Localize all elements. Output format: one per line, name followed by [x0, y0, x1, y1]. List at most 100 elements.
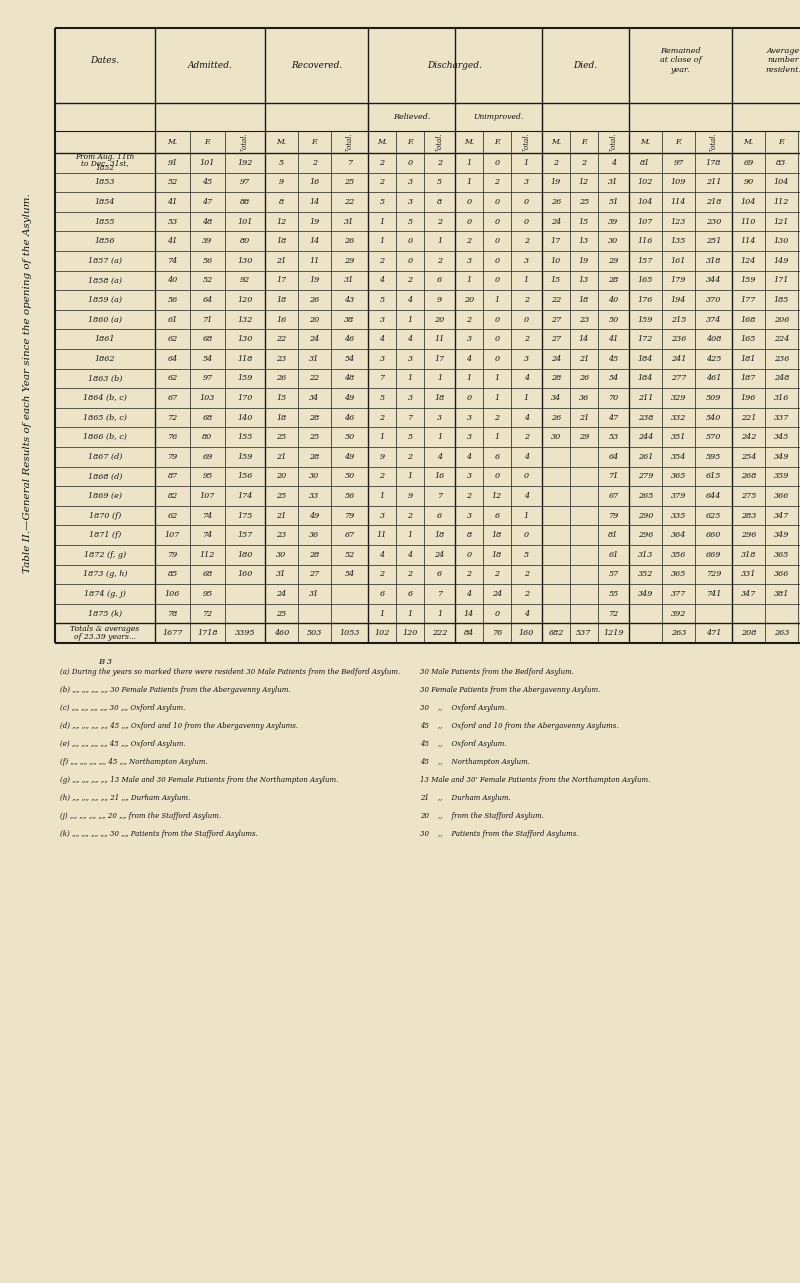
Text: 30    ,,    Patients from the Stafford Asylums.: 30 ,, Patients from the Stafford Asylums… — [420, 830, 578, 838]
Text: 24: 24 — [310, 335, 320, 343]
Text: 3: 3 — [466, 257, 471, 264]
Text: 4: 4 — [379, 550, 385, 559]
Text: F.: F. — [675, 139, 682, 146]
Text: 15: 15 — [551, 276, 561, 285]
Text: 161: 161 — [671, 257, 686, 264]
Text: 356: 356 — [671, 550, 686, 559]
Text: 1868 (d): 1868 (d) — [88, 472, 122, 480]
Text: 25: 25 — [276, 609, 286, 617]
Text: 9: 9 — [379, 453, 385, 461]
Text: 4: 4 — [407, 335, 413, 343]
Text: 177: 177 — [741, 296, 756, 304]
Text: 1867 (d): 1867 (d) — [88, 453, 122, 461]
Text: 180: 180 — [238, 550, 253, 559]
Text: 0: 0 — [524, 531, 529, 539]
Text: 72: 72 — [202, 609, 213, 617]
Text: 64: 64 — [202, 296, 213, 304]
Text: 1: 1 — [524, 159, 529, 167]
Text: 18: 18 — [579, 296, 589, 304]
Text: 1: 1 — [379, 237, 385, 245]
Text: 62: 62 — [167, 375, 178, 382]
Text: 2: 2 — [524, 335, 529, 343]
Text: 16: 16 — [310, 178, 320, 186]
Text: 2: 2 — [554, 159, 558, 167]
Text: 3: 3 — [466, 335, 471, 343]
Text: 331: 331 — [741, 571, 756, 579]
Text: 30: 30 — [310, 472, 320, 480]
Text: 377: 377 — [671, 590, 686, 598]
Text: 4: 4 — [466, 453, 471, 461]
Text: 28: 28 — [310, 413, 320, 422]
Text: 97: 97 — [202, 375, 213, 382]
Text: 14: 14 — [464, 609, 474, 617]
Text: (j) „„ „„ „„ „„ 20 „„ from the Stafford Asylum.: (j) „„ „„ „„ „„ 20 „„ from the Stafford … — [60, 812, 221, 820]
Text: F.: F. — [204, 139, 210, 146]
Text: 13 Male and 30’ Female Patients from the Northampton Asylum.: 13 Male and 30’ Female Patients from the… — [420, 776, 650, 784]
Text: 97: 97 — [240, 178, 250, 186]
Text: 1: 1 — [437, 609, 442, 617]
Text: 18: 18 — [434, 394, 445, 402]
Text: 22: 22 — [344, 198, 354, 207]
Text: 34: 34 — [310, 394, 320, 402]
Text: 101: 101 — [200, 159, 215, 167]
Text: F.: F. — [494, 139, 500, 146]
Text: 3: 3 — [407, 355, 413, 363]
Text: ᵀotal.: ᵀotal. — [435, 132, 443, 151]
Text: 2: 2 — [379, 413, 385, 422]
Text: 3: 3 — [524, 257, 529, 264]
Text: 68: 68 — [202, 571, 213, 579]
Text: 10: 10 — [551, 257, 561, 264]
Text: 1: 1 — [466, 159, 471, 167]
Text: 80: 80 — [240, 237, 250, 245]
Text: 374: 374 — [706, 316, 721, 323]
Text: 349: 349 — [774, 531, 789, 539]
Text: 8: 8 — [279, 198, 284, 207]
Text: 365: 365 — [671, 571, 686, 579]
Text: 81: 81 — [608, 531, 618, 539]
Text: 88: 88 — [240, 198, 250, 207]
Text: 1: 1 — [379, 491, 385, 500]
Text: 70: 70 — [608, 394, 618, 402]
Text: 95: 95 — [202, 472, 213, 480]
Text: 2: 2 — [407, 512, 413, 520]
Text: 51: 51 — [608, 198, 618, 207]
Text: 329: 329 — [671, 394, 686, 402]
Text: 337: 337 — [774, 413, 789, 422]
Text: 6: 6 — [407, 590, 413, 598]
Text: 104: 104 — [774, 178, 789, 186]
Text: 18: 18 — [276, 413, 286, 422]
Text: 109: 109 — [671, 178, 686, 186]
Text: 81: 81 — [640, 159, 650, 167]
Text: 1: 1 — [466, 276, 471, 285]
Text: 1863 (b): 1863 (b) — [88, 375, 122, 382]
Text: 2: 2 — [312, 159, 317, 167]
Text: 54: 54 — [344, 355, 354, 363]
Text: 660: 660 — [706, 531, 721, 539]
Text: 45    ,,    Northampton Asylum.: 45 ,, Northampton Asylum. — [420, 758, 530, 766]
Text: 6: 6 — [437, 276, 442, 285]
Text: 211: 211 — [706, 178, 721, 186]
Text: 184: 184 — [638, 355, 653, 363]
Text: 82: 82 — [167, 491, 178, 500]
Text: 25: 25 — [276, 434, 286, 441]
Text: 92: 92 — [240, 276, 250, 285]
Text: 345: 345 — [774, 434, 789, 441]
Text: 175: 175 — [238, 512, 253, 520]
Text: 74: 74 — [167, 257, 178, 264]
Text: M.: M. — [551, 139, 561, 146]
Text: 171: 171 — [774, 276, 789, 285]
Text: 296: 296 — [741, 531, 756, 539]
Text: 9: 9 — [407, 491, 413, 500]
Text: 47: 47 — [608, 413, 618, 422]
Text: 72: 72 — [608, 609, 618, 617]
Text: (k) „„ „„ „„ „„ 30 „„ Patients from the Stafford Asylums.: (k) „„ „„ „„ „„ 30 „„ Patients from the … — [60, 830, 258, 838]
Text: 1: 1 — [494, 296, 499, 304]
Text: 21: 21 — [276, 453, 286, 461]
Text: 165: 165 — [741, 335, 756, 343]
Text: 72: 72 — [167, 413, 178, 422]
Text: 0: 0 — [494, 257, 499, 264]
Text: ᵀotal.: ᵀotal. — [522, 132, 530, 151]
Text: 27: 27 — [551, 316, 561, 323]
Text: 16: 16 — [276, 316, 286, 323]
Text: 23: 23 — [276, 531, 286, 539]
